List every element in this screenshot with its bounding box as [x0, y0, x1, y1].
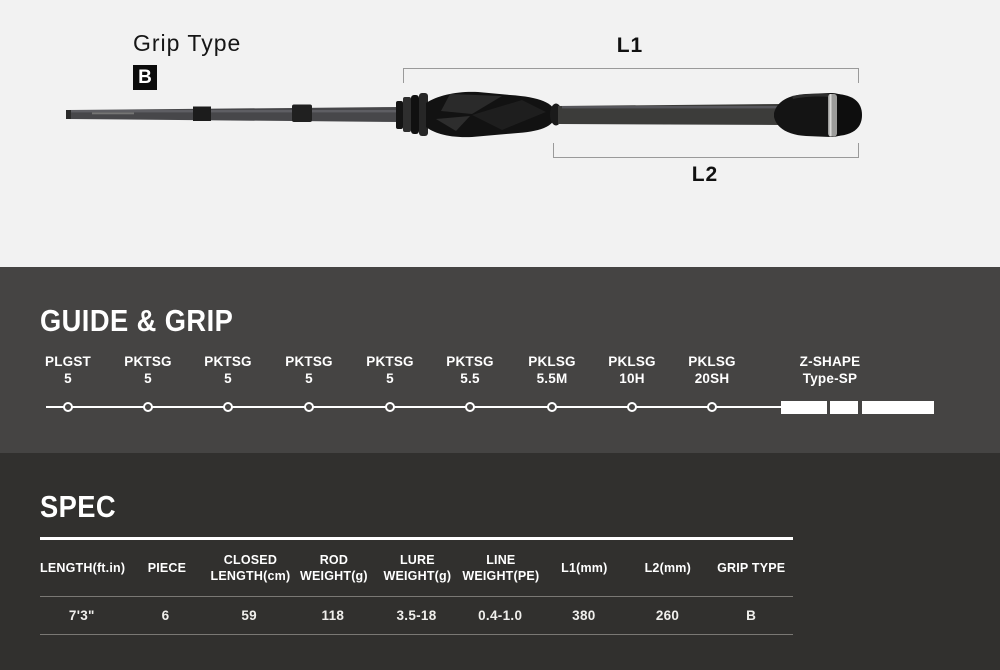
guide-name: PLGST	[44, 354, 92, 369]
spec-value-cell: B	[746, 608, 757, 623]
guide-point	[385, 402, 395, 412]
guide-name: PKTSG	[285, 354, 333, 369]
spec-value-cell: 6	[161, 608, 170, 623]
guide-rod-line	[46, 406, 781, 408]
spec-value-cell: 0.4-1.0	[478, 608, 523, 623]
guide-label: PKTSG 5	[285, 353, 333, 387]
spec-header-cell: ROD WEIGHT(g)	[300, 553, 368, 583]
guide-label: PKLSG 5.5M	[528, 353, 576, 387]
guide-label: PLGST 5	[45, 353, 91, 387]
guide-size: 5.5M	[536, 371, 568, 386]
guide-name: PKTSG	[204, 354, 252, 369]
guide-point	[223, 402, 233, 412]
guide-label: PKTSG 5	[366, 353, 414, 387]
spec-value-cell: 7'3"	[68, 608, 95, 623]
guide-point	[63, 402, 73, 412]
grip-segment	[862, 400, 934, 414]
grip-type-label: Grip Type	[133, 30, 242, 56]
grip-type-plot-label: Z-SHAPE Type-SP	[800, 353, 861, 387]
spec-value-cell: 260	[655, 608, 680, 623]
guide-size: 5	[224, 371, 232, 386]
guide-size: 5.5	[460, 371, 480, 386]
l1-measure-label: L1	[616, 34, 644, 57]
guide-size: 5	[64, 371, 72, 386]
spec-header-cell: LINE WEIGHT(PE)	[462, 553, 540, 583]
guide-point	[627, 402, 637, 412]
guide-label: PKLSG 10H	[608, 353, 656, 387]
guide-grip-title: GUIDE & GRIP	[40, 303, 234, 338]
guide-name: PKTSG	[446, 354, 494, 369]
guide-point	[304, 402, 314, 412]
grip-shape-name: Z-SHAPE	[799, 354, 861, 369]
guide-name: PKLSG	[688, 354, 736, 369]
l2-measure-label: L2	[691, 163, 719, 186]
spec-value-cell: 59	[241, 608, 257, 623]
guide-point	[707, 402, 717, 412]
spec-header-cell: CLOSED LENGTH(cm)	[210, 553, 291, 583]
spec-header-cell: GRIP TYPE	[717, 561, 786, 575]
guide-size: 10H	[619, 371, 645, 386]
guide-name: PKLSG	[528, 354, 576, 369]
spec-value-cell: 380	[572, 608, 596, 623]
guide-name: PKLSG	[608, 354, 656, 369]
fishing-rod-image	[66, 91, 862, 138]
spec-header-cell: L2(mm)	[644, 561, 691, 575]
guide-size: 5	[386, 371, 394, 386]
guide-name: PKTSG	[124, 354, 172, 369]
spec-value-cell: 118	[321, 608, 345, 623]
guide-label: PKTSG 5	[204, 353, 252, 387]
spec-value-cell: 3.5-18	[396, 608, 437, 623]
spec-header-row: LENGTH(ft.in) PIECE CLOSED LENGTH(cm) ROD W…	[40, 540, 793, 597]
guide-grip-section: GUIDE & GRIP PLGST 5 PKTSG 5 PKTSG 5 PKTSG 5 PKT…	[0, 267, 1000, 453]
guide-point	[143, 402, 153, 412]
spec-title-underline	[40, 537, 793, 540]
guide-name: PKTSG	[366, 354, 414, 369]
guide-label: PKLSG 20SH	[688, 353, 736, 387]
rod-diagram-section: Grip Type B L1 L2	[0, 0, 1000, 267]
grip-segment	[830, 400, 858, 414]
spec-table: LENGTH(ft.in) PIECE CLOSED LENGTH(cm) ROD W…	[40, 540, 793, 635]
spec-header-cell: LURE WEIGHT(g)	[383, 553, 452, 583]
grip-type-badge: B	[133, 65, 157, 90]
guide-point	[547, 402, 557, 412]
spec-data-row: 7'3" 6 59 118 3.5-18 0.4-1.0 380 260 B	[40, 597, 793, 635]
spec-header-cell: LENGTH(ft.in)	[40, 561, 126, 575]
spec-title: SPEC	[40, 489, 117, 524]
l1-measure-bracket	[403, 68, 859, 83]
l2-measure-bracket	[553, 143, 859, 158]
grip-shape-type: Type-SP	[802, 371, 858, 386]
guide-plot: PLGST 5 PKTSG 5 PKTSG 5 PKTSG 5 PKTSG 5 PKTSG 5.5 PK…	[0, 353, 1000, 427]
spec-header-cell: L1(mm)	[561, 561, 608, 575]
guide-size: 5	[305, 371, 313, 386]
guide-size: 20SH	[694, 371, 730, 386]
guide-label: PKTSG 5	[124, 353, 172, 387]
guide-label: PKTSG 5.5	[446, 353, 494, 387]
spec-header-cell: PIECE	[147, 561, 187, 575]
spec-section: SPEC LENGTH(ft.in) PIECE CLOSED LENGTH(cm)…	[0, 453, 1000, 670]
guide-size: 5	[144, 371, 152, 386]
grip-segment	[781, 400, 827, 414]
guide-point	[465, 402, 475, 412]
